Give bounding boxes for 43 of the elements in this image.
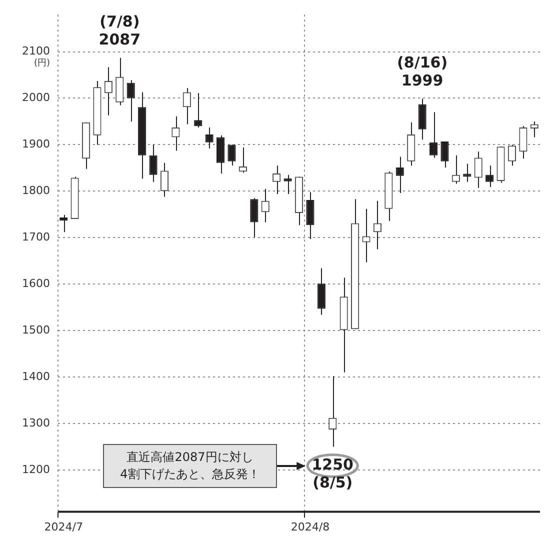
candlestick (486, 165, 494, 188)
candlestick (216, 134, 225, 174)
y-tick-label: 1600 (22, 276, 50, 290)
y-axis-title: (円) (34, 58, 50, 69)
candlestick (149, 144, 158, 182)
candlestick (530, 120, 538, 138)
candlestick (160, 162, 169, 198)
y-tick-label: 1700 (22, 230, 50, 244)
candlestick (60, 214, 68, 233)
candlestick (396, 156, 404, 194)
y-tick-label: 1500 (22, 323, 50, 336)
candlestick (238, 146, 247, 174)
x-tick-label: 2024/8 (290, 520, 330, 534)
annotation: (8/16) 1999 (397, 54, 448, 90)
candlestick (474, 151, 482, 188)
annotation: 直近高値2087円に対し 4割下げたあと、急反発！ (103, 444, 277, 488)
y-tick-label: 1300 (22, 416, 50, 430)
candlestick (418, 98, 426, 140)
candlestick (362, 208, 370, 263)
annotation: 1250 (8/5) (312, 456, 354, 492)
y-tick-label: 2100 (22, 44, 50, 58)
x-tick-label: 2024/7 (44, 520, 83, 534)
y-tick-label: 2000 (22, 91, 50, 104)
candlestick (284, 174, 292, 194)
y-tick-label: 1900 (22, 138, 50, 151)
candlestick (194, 92, 202, 128)
y-tick-label: 1200 (22, 462, 50, 476)
candlestick (317, 268, 326, 316)
candlestick (306, 192, 314, 240)
candlestick (250, 198, 258, 238)
candlestick (452, 154, 460, 184)
annotation: (7/8) 2087 (98, 12, 141, 49)
candlestick (182, 88, 191, 125)
candlestick (228, 144, 236, 166)
candlestick (328, 376, 337, 448)
candlestick (519, 126, 528, 160)
candlestick (440, 140, 449, 168)
y-tick-label: 1800 (22, 184, 50, 198)
candlestick (463, 163, 472, 182)
candlestick (116, 57, 124, 106)
y-tick-label: 1400 (22, 370, 50, 383)
candlestick (508, 144, 516, 166)
candlestick (126, 80, 135, 122)
